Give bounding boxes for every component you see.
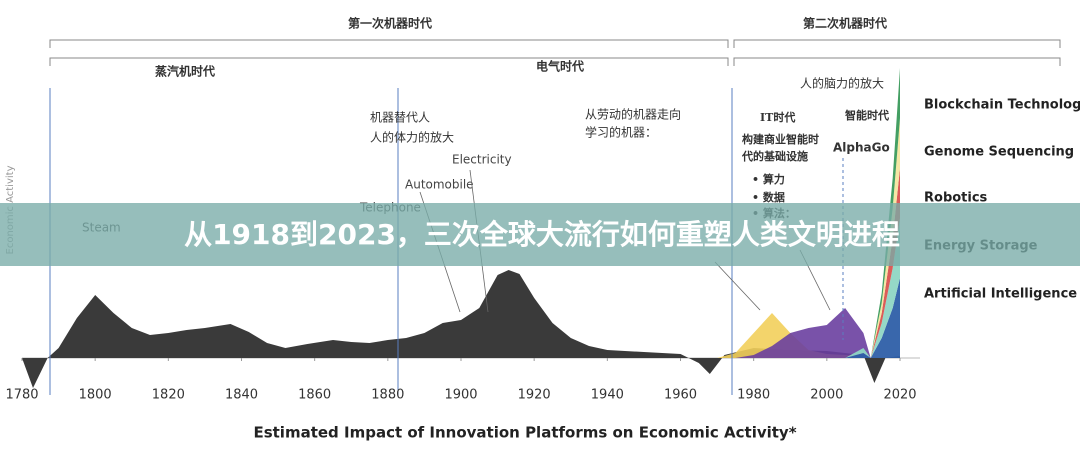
x-tick-label: 1960 [664,388,697,403]
era-label: 电气时代 [536,59,584,74]
layer-area [717,308,900,358]
annotation: • 数据 [752,190,785,204]
annotation: 智能时代 [845,108,889,122]
x-tick-label: 1920 [518,388,551,403]
x-tick-label: 1860 [298,388,331,403]
x-tick-label: 1900 [444,388,477,403]
era-label: 第一次机器时代 [348,16,432,31]
legend-label: Genome Sequencing [924,145,1074,160]
annotation: 学习的机器： [585,125,657,140]
era-label: 第二次机器时代 [803,16,887,31]
annotation: 机器替代人 [370,111,430,125]
x-tick-label: 1780 [5,388,38,403]
era-bracket [49,39,729,48]
annotation: IT时代 [760,110,795,124]
era-bracket [733,39,1061,48]
annotation: Electricity [452,153,512,167]
banner-band [0,203,1080,266]
x-axis-title: Estimated Impact of Innovation Platforms… [253,424,796,442]
era-label: 蒸汽机时代 [155,64,215,79]
annotation: 代的基础设施 [741,149,808,163]
annotation: 从劳动的机器走向 [585,107,681,122]
era-bracket [733,57,1061,66]
base-area [22,270,900,388]
annotation: 人的脑力的放大 [800,76,884,91]
x-tick-label: 1840 [225,388,258,403]
annotation: 构建商业智能时 [742,132,819,146]
x-tick-label: 1980 [737,388,770,403]
legend-label: Robotics [924,191,988,206]
banner-title: 从1918到2023，三次全球大流行如何重塑人类文明进程 [184,218,900,251]
annotation: Automobile [405,178,474,192]
legend-label: Artificial Intelligence [924,287,1077,302]
x-tick-label: 2000 [810,388,843,403]
series-area [717,278,900,358]
x-tick-label: 1820 [152,388,185,403]
annotation: AlphaGo [833,141,890,155]
annotation: • 算力 [752,172,785,186]
layer-area [717,313,900,358]
x-tick-label: 1800 [79,388,112,403]
era-bracket [49,57,729,66]
x-tick-label: 1880 [371,388,404,403]
pointer-line [714,261,761,311]
legend-label: Blockchain Technology [924,98,1080,113]
x-tick-label: 2020 [883,388,916,403]
annotation: 人的体力的放大 [370,130,454,145]
x-tick-label: 1940 [591,388,624,403]
